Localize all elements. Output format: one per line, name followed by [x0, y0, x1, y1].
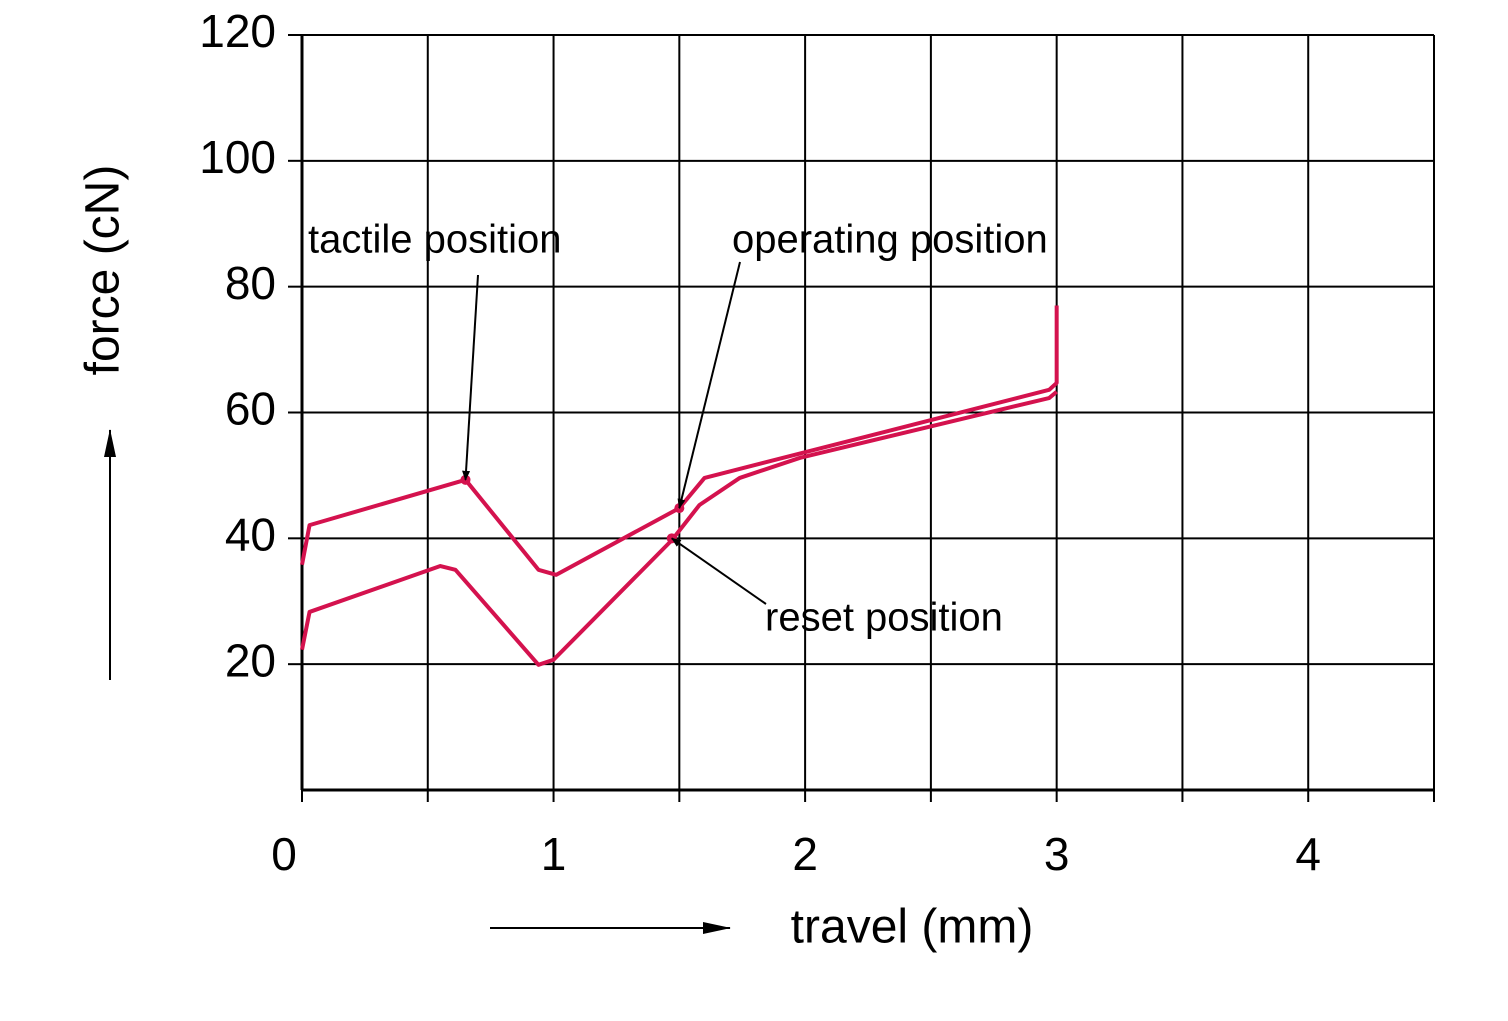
force-curve — [300, 305, 1059, 577]
x-tick-label: 2 — [792, 828, 818, 880]
x-tick-label: 0 — [271, 828, 297, 880]
y-tick-label: 60 — [225, 383, 276, 435]
x-tick-label: 4 — [1295, 828, 1321, 880]
y-tick-label: 80 — [225, 257, 276, 309]
y-axis-label: force (cN) — [77, 165, 130, 376]
x-axis-label: travel (mm) — [791, 901, 1034, 954]
y-tick-label: 20 — [225, 634, 276, 686]
annotation-label: tactile position — [308, 218, 561, 262]
force-curve — [300, 390, 1058, 667]
x-tick-label: 1 — [541, 828, 567, 880]
annotation-arrow — [462, 274, 479, 481]
x-tick-label: 3 — [1044, 828, 1070, 880]
annotation-arrow — [670, 537, 767, 605]
annotation-arrow — [677, 261, 741, 510]
annotation-label: operating position — [732, 218, 1048, 262]
y-tick-label: 120 — [199, 5, 276, 57]
annotation-label: reset position — [765, 596, 1003, 640]
y-tick-label: 100 — [199, 131, 276, 183]
y-tick-label: 40 — [225, 508, 276, 560]
